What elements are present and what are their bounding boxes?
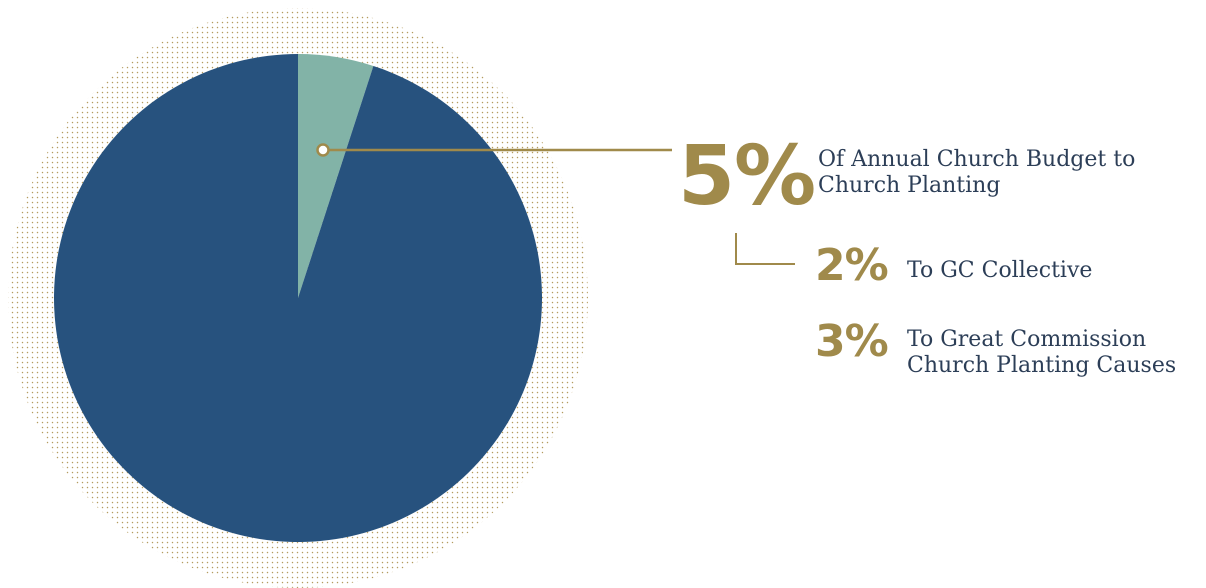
main-description-line-1: Of Annual Church Budget to bbox=[818, 147, 1136, 172]
breakdown-description-line-2: Church Planting Causes bbox=[907, 353, 1177, 379]
breakdown-description-great-commission: To Great Commission Church Planting Caus… bbox=[907, 327, 1176, 380]
main-description-line-2: Church Planting bbox=[818, 173, 1001, 199]
pie-slice-main bbox=[54, 54, 543, 542]
pie-slices bbox=[54, 54, 543, 542]
main-percentage: 5% bbox=[678, 129, 816, 224]
callout-marker bbox=[316, 143, 330, 157]
breakdown-percentage-gc-collective: 2% bbox=[815, 240, 889, 291]
breakdown-bracket bbox=[735, 233, 795, 265]
breakdown-description-line-1: To GC Collective bbox=[907, 258, 1093, 283]
pie-slice-highlight bbox=[298, 54, 374, 298]
breakdown-description-line-1: To Great Commission bbox=[907, 327, 1147, 352]
breakdown-description-gc-collective: To GC Collective bbox=[907, 258, 1092, 284]
breakdown-percentage-great-commission: 3% bbox=[815, 316, 889, 367]
main-description: Of Annual Church Budget to Church Planti… bbox=[818, 147, 1135, 200]
